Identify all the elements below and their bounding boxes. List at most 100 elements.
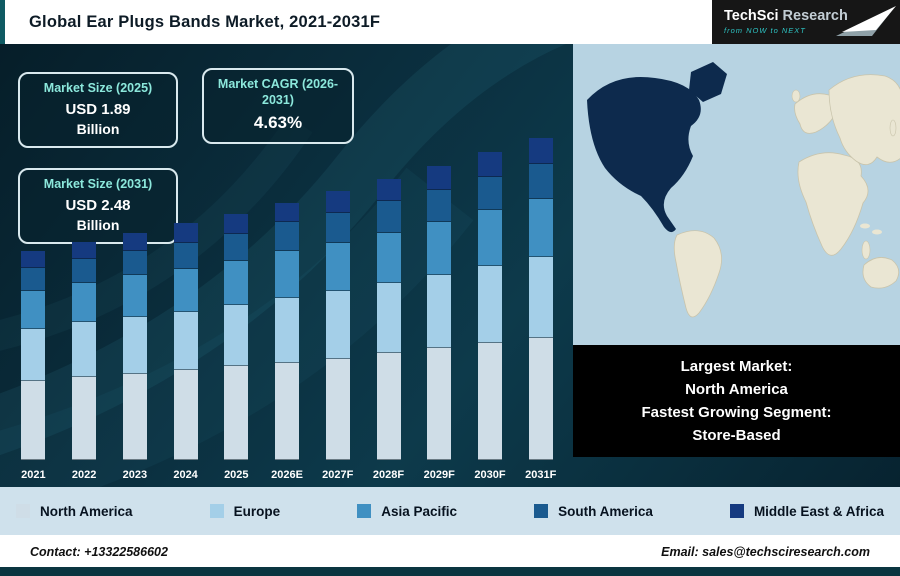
market-size-2031-unit: Billion <box>76 216 120 233</box>
stacked-bar-2023 <box>122 232 147 460</box>
bar-segment-middle-east-africa <box>528 137 553 164</box>
bar-segment-north-america <box>72 376 97 460</box>
footer-contact: Contact: +13322586602 <box>30 545 168 559</box>
bar-segment-north-america <box>21 380 46 460</box>
footer-email: Email: sales@techsciresearch.com <box>661 545 870 559</box>
stacked-bar-2026E <box>275 202 300 460</box>
bar-segment-asia-pacific <box>427 222 452 276</box>
bar-segment-middle-east-africa <box>427 166 452 190</box>
bar-segment-middle-east-africa <box>224 214 249 234</box>
bar-segment-north-america <box>224 366 249 460</box>
bar-segment-asia-pacific <box>275 250 300 298</box>
bar-segment-north-america <box>376 353 401 460</box>
bar-column-2023 <box>109 120 160 460</box>
stacked-bar-2027F <box>325 190 350 460</box>
bar-segment-europe <box>427 275 452 349</box>
bar-column-2021 <box>8 120 59 460</box>
legend-label-middle-east-africa: Middle East & Africa <box>753 503 884 519</box>
market-size-2031-title: Market Size (2031) <box>43 177 153 191</box>
caption-largest-market-label: Largest Market: <box>680 357 793 375</box>
legend-item-north-america: North America <box>16 504 133 519</box>
x-axis-label-2024: 2024 <box>173 469 198 481</box>
stacked-bar-2030F <box>477 151 502 460</box>
x-axis-label-2025: 2025 <box>224 469 249 481</box>
legend-label-south-america: South America <box>558 503 653 519</box>
map-indonesia-1 <box>860 223 870 229</box>
logo-brand-secondary: Research <box>782 8 848 25</box>
bar-segment-north-america <box>528 337 553 460</box>
bar-column-2030F <box>465 120 516 460</box>
bar-segment-south-america <box>224 233 249 262</box>
x-axis-label-2021: 2021 <box>21 469 46 481</box>
bar-segment-south-america <box>72 258 97 284</box>
bar-segment-asia-pacific <box>21 291 46 329</box>
legend-swatch-north-america <box>16 504 30 518</box>
bar-segment-europe <box>275 297 300 363</box>
market-size-2031-box: Market Size (2031) USD 2.48 Billion <box>18 168 178 244</box>
map-africa <box>797 152 869 256</box>
world-map-svg <box>573 44 900 345</box>
bar-segment-europe <box>21 328 46 381</box>
bar-segment-asia-pacific <box>122 275 147 318</box>
bar-segment-middle-east-africa <box>275 202 300 223</box>
bar-segment-europe <box>173 311 198 371</box>
bar-segment-middle-east-africa <box>325 190 350 214</box>
bar-segment-south-america <box>477 176 502 211</box>
bar-column-2026E <box>262 120 313 460</box>
bar-segment-south-america <box>173 242 198 269</box>
logo-brand-primary: TechSci <box>724 8 779 25</box>
market-cagr-title: Market CAGR (2026-2031) <box>217 77 339 107</box>
bar-segment-asia-pacific <box>224 261 249 306</box>
logo-brand-text: TechSci Research <box>724 9 848 24</box>
market-size-2025-value: USD 1.89 <box>65 100 131 118</box>
bar-segment-asia-pacific <box>72 283 97 323</box>
bar-segment-europe <box>477 266 502 343</box>
bar-segment-europe <box>376 283 401 354</box>
bar-segment-south-america <box>376 201 401 233</box>
bar-segment-europe <box>325 291 350 359</box>
bar-segment-middle-east-africa <box>376 179 401 202</box>
legend-swatch-europe <box>209 504 224 518</box>
bar-segment-south-america <box>325 213 350 243</box>
stacked-bar-2025 <box>224 214 249 460</box>
bar-column-2028F <box>363 120 414 460</box>
bar-segment-middle-east-africa <box>122 232 147 251</box>
market-cagr-box: Market CAGR (2026-2031) 4.63% <box>202 68 354 145</box>
caption-fastest-segment-value: Store-Based <box>692 427 781 445</box>
stacked-bar-2022 <box>72 241 97 460</box>
map-europe <box>794 93 838 134</box>
caption-largest-market-value: North America <box>685 380 788 398</box>
market-size-2031-value: USD 2.48 <box>65 196 131 214</box>
stacked-bar-2024 <box>173 223 198 460</box>
bars <box>8 120 566 460</box>
bar-segment-south-america <box>528 163 553 199</box>
largest-market-caption: Largest Market: North America Fastest Gr… <box>573 345 900 457</box>
bar-segment-middle-east-africa <box>477 151 502 177</box>
logo-tagline: from NOW to NEXT <box>724 25 806 35</box>
map-japan <box>889 119 897 137</box>
bar-segment-north-america <box>173 370 198 460</box>
bar-segment-asia-pacific <box>477 210 502 267</box>
map-greenland <box>689 62 727 102</box>
x-axis-label-2029F: 2029F <box>423 469 455 481</box>
legend-swatch-south-america <box>534 504 549 518</box>
bar-column-2029F <box>414 120 465 460</box>
map-north-america <box>587 76 701 233</box>
bar-column-2031F <box>515 120 566 460</box>
bar-segment-asia-pacific <box>528 198 553 258</box>
legend-label-asia-pacific: Asia Pacific <box>381 503 457 519</box>
bar-segment-north-america <box>275 362 300 460</box>
techsci-logo: TechSci Research from NOW to NEXT <box>712 0 900 44</box>
stacked-bar-2021 <box>21 250 46 460</box>
legend-swatch-asia-pacific <box>357 504 372 518</box>
bar-segment-europe <box>528 257 553 338</box>
bar-segment-south-america <box>21 267 46 292</box>
footer-accent-strip <box>0 567 900 576</box>
bar-segment-north-america <box>122 374 147 460</box>
bar-segment-south-america <box>275 222 300 251</box>
header: Global Ear Plugs Bands Market, 2021-2031… <box>0 0 900 44</box>
stacked-bar-2029F <box>427 166 452 460</box>
bar-segment-europe <box>122 317 147 375</box>
bar-segment-middle-east-africa <box>173 223 198 243</box>
bar-segment-asia-pacific <box>173 268 198 312</box>
